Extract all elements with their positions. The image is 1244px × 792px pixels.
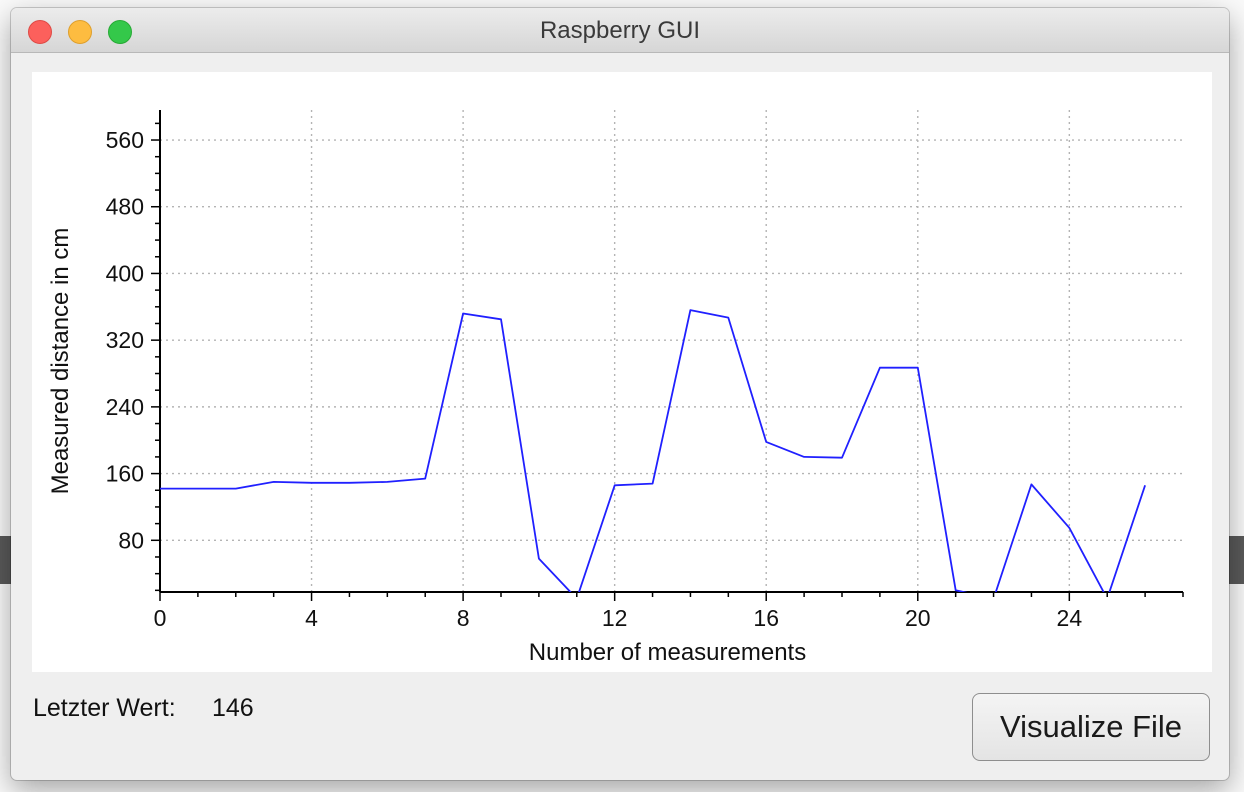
x-tick-label: 20	[905, 605, 931, 631]
series-line	[160, 309, 1146, 592]
y-tick-label: 160	[106, 461, 144, 487]
close-window-button[interactable]	[28, 20, 52, 44]
y-tick-label: 400	[106, 260, 144, 286]
window-title: Raspberry GUI	[539, 17, 701, 44]
distance-chart: 0 4 8 12 16 20 24 80 160 240 320 400 480 560 Number of…	[47, 110, 1184, 666]
last-value: 146	[212, 694, 254, 722]
y-tick-label: 240	[106, 394, 144, 420]
x-tick-label: 4	[305, 605, 318, 631]
main-window: Raspberry GUI 0 4 8 12 16 20 24 80 160 240 320 400 4…	[11, 8, 1229, 780]
x-tick-label: 12	[602, 605, 628, 631]
visualize-file-button[interactable]: Visualize File	[972, 693, 1210, 761]
y-tick-label: 80	[118, 527, 144, 553]
last-value-label: Letzter Wert:	[33, 694, 176, 722]
x-tick-label: 24	[1057, 605, 1083, 631]
x-tick-label: 16	[753, 605, 779, 631]
zoom-window-button[interactable]	[108, 20, 132, 44]
title-bar[interactable]: Raspberry GUI	[11, 8, 1229, 53]
y-tick-label: 560	[106, 127, 144, 153]
y-tick-label: 320	[106, 327, 144, 353]
minimize-window-button[interactable]	[68, 20, 92, 44]
y-axis-label: Measured distance in cm	[47, 228, 74, 495]
plot-panel: 0 4 8 12 16 20 24 80 160 240 320 400 480 560 Number of…	[32, 72, 1212, 672]
y-tick-label: 480	[106, 194, 144, 220]
x-tick-label: 8	[457, 605, 470, 631]
x-axis-label: Number of measurements	[529, 639, 806, 666]
x-tick-label: 0	[154, 605, 167, 631]
